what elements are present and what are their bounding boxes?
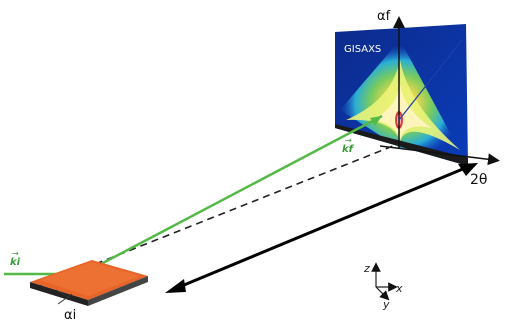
sample xyxy=(30,260,148,306)
two-theta-axis: 2θ xyxy=(379,145,500,188)
alpha-f-label: αf xyxy=(377,9,391,24)
y-axis-label: y xyxy=(382,298,390,311)
alpha-i-angle: αi xyxy=(55,289,76,321)
coordinate-axes: z x y xyxy=(363,262,403,311)
k-f-label: kf xyxy=(342,144,355,155)
sample-detector-distance-arrow xyxy=(165,163,478,293)
alpha-f-axis: αf xyxy=(377,9,405,148)
k-i-label-left: ki xyxy=(10,257,21,268)
z-axis-label: z xyxy=(363,262,370,275)
detector-panel: GISAXS xyxy=(335,24,468,166)
two-theta-label: 2θ xyxy=(470,172,487,188)
detector-title: GISAXS xyxy=(344,44,381,55)
x-axis-label: x xyxy=(395,282,403,295)
sample-side xyxy=(88,276,148,306)
sample-front xyxy=(30,282,88,306)
svg-text:→: → xyxy=(345,136,352,145)
svg-text:→: → xyxy=(12,249,19,258)
alpha-i-label: αi xyxy=(64,308,76,321)
scattered-beam: kf → xyxy=(81,114,383,276)
